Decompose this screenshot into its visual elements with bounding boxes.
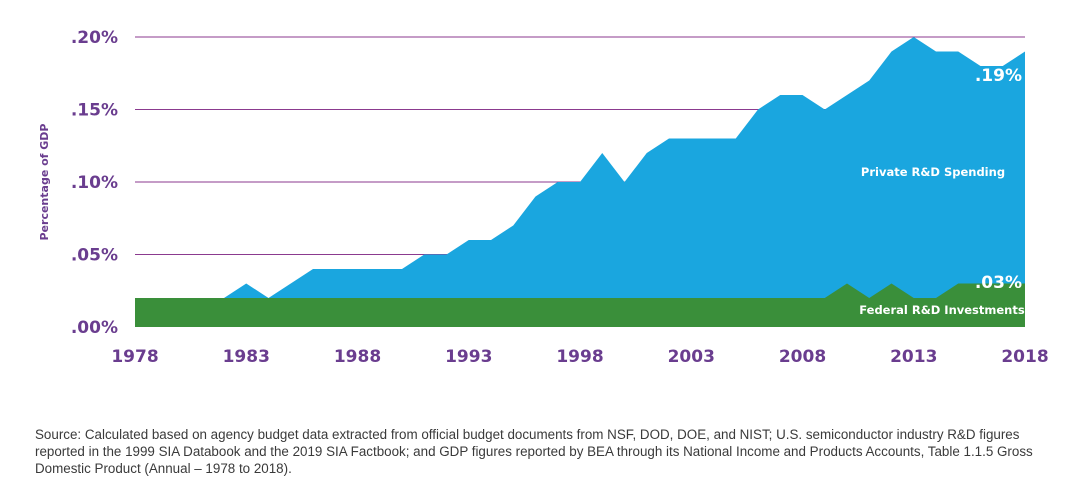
series-labels: Private R&D Spending Federal R&D Investme… [859,66,1025,317]
x-tick-label: 2008 [779,347,826,367]
x-tick-label: 1983 [223,347,270,367]
x-tick-label: 2003 [668,347,715,367]
x-tick-label: 1988 [334,347,381,367]
chart: .00% .05% .10% .15% .20% 1978 1983 1988 1993 199… [38,28,1049,367]
end-value-private: .19% [975,66,1022,86]
area-federal-rd-investments [135,283,1025,327]
y-tick-label: .20% [71,28,118,48]
y-axis-label: Percentage of GDP [38,124,51,241]
areas [135,37,1025,327]
y-tick-label: .00% [71,318,118,338]
x-tick-label: 1998 [556,347,603,367]
series-label-private: Private R&D Spending [861,165,1005,179]
x-axis-ticks: 1978 1983 1988 1993 1998 2003 2008 2013 2018 [111,347,1048,367]
x-tick-label: 1978 [111,347,158,367]
x-tick-label: 2018 [1001,347,1048,367]
y-tick-label: .10% [71,173,118,193]
area-private-rd-spending [135,37,1025,327]
end-value-federal: .03% [975,273,1022,293]
x-tick-label: 1993 [445,347,492,367]
source-note: Source: Calculated based on agency budge… [35,427,1033,476]
y-axis-ticks: .00% .05% .10% .15% .20% [71,28,118,338]
series-label-federal: Federal R&D Investments [859,303,1025,317]
y-tick-label: .15% [71,101,118,121]
x-tick-label: 2013 [890,347,937,367]
y-tick-label: .05% [71,246,118,266]
